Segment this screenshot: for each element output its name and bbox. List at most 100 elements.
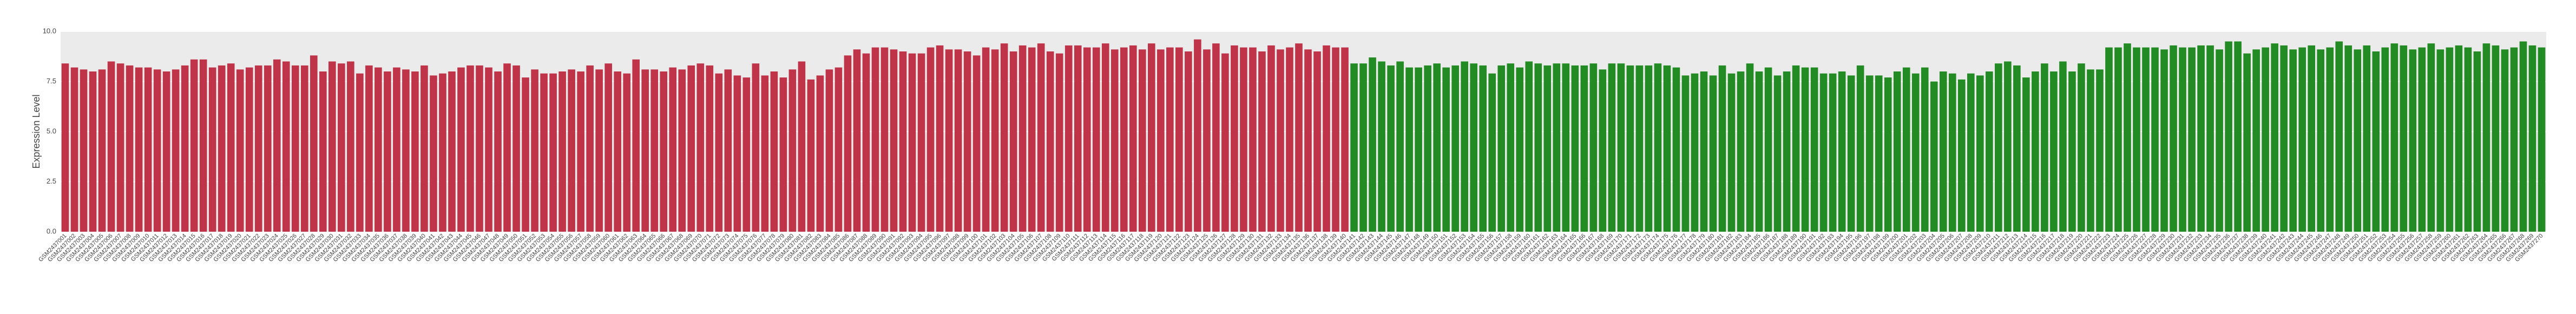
bar [1295, 43, 1303, 232]
bar [1424, 65, 1431, 232]
bar [678, 69, 686, 232]
bar [1110, 49, 1119, 232]
bar [107, 61, 115, 232]
bar [190, 59, 198, 232]
bar [1691, 73, 1699, 232]
bar [172, 69, 180, 232]
bar [2400, 45, 2408, 232]
bar [558, 71, 566, 232]
bar [531, 69, 538, 232]
bar [1911, 73, 1920, 232]
bar [1516, 67, 1524, 232]
bar [1801, 67, 1809, 232]
bar [365, 65, 373, 232]
bar [466, 65, 474, 232]
bar [779, 77, 787, 232]
bar [1672, 67, 1680, 232]
bar [2013, 65, 2021, 232]
bar [1046, 51, 1054, 232]
bar [2087, 69, 2094, 232]
bar [411, 71, 419, 232]
bar [264, 65, 272, 232]
bar [1829, 73, 1837, 232]
bar [2252, 49, 2260, 232]
bar [1479, 65, 1487, 232]
bar [1101, 43, 1109, 232]
bar [788, 69, 797, 232]
bar [880, 47, 889, 232]
bar [1185, 51, 1192, 232]
bar [2114, 47, 2122, 232]
bar [1028, 47, 1036, 232]
bar [80, 69, 88, 232]
bar [982, 47, 990, 232]
bar [338, 63, 345, 232]
bar [724, 69, 732, 232]
bar [1341, 47, 1349, 232]
bar [1995, 63, 2002, 232]
bar [1249, 47, 1257, 232]
bar [1157, 49, 1165, 232]
bar [2216, 49, 2223, 232]
bar [2262, 47, 2269, 232]
bar [1792, 65, 1800, 232]
bar [2133, 47, 2140, 232]
bar [2473, 51, 2481, 232]
bar [503, 63, 511, 232]
bar [816, 75, 824, 232]
bar [2188, 47, 2196, 232]
bar [2124, 43, 2131, 232]
y-tick-label: 2.5 [47, 177, 56, 185]
bar [1571, 65, 1579, 232]
bar [485, 67, 492, 232]
bar [70, 67, 78, 232]
bar [393, 67, 400, 232]
bar [2363, 45, 2371, 232]
bar [2335, 41, 2343, 232]
bar [1212, 43, 1220, 232]
bar [2041, 63, 2048, 232]
bar [1543, 65, 1552, 232]
bar [1819, 73, 1828, 232]
bar [2390, 43, 2398, 232]
bar [604, 63, 612, 232]
bar [476, 65, 483, 232]
bar [1939, 71, 1947, 232]
bar [1258, 51, 1266, 232]
bar [1534, 63, 1542, 232]
bar [899, 51, 907, 232]
bar [1746, 63, 1754, 232]
bar [2078, 63, 2085, 232]
bar [1635, 65, 1644, 232]
bar [2446, 47, 2454, 232]
bar [319, 71, 327, 232]
bar [1902, 67, 1910, 232]
bar [1884, 77, 1892, 232]
bar [798, 61, 806, 232]
bar [2538, 47, 2546, 232]
bar [126, 65, 134, 232]
bar [448, 71, 456, 232]
bar [1313, 51, 1321, 232]
bar [1488, 73, 1496, 232]
bar [2243, 53, 2251, 232]
bar [1055, 53, 1063, 232]
bar [1773, 75, 1782, 232]
bar [871, 47, 879, 232]
bar [2179, 47, 2186, 232]
bar [2151, 47, 2159, 232]
bar [669, 67, 677, 232]
bar [1461, 61, 1468, 232]
bar [1507, 63, 1515, 232]
bar [2105, 47, 2113, 232]
bar [2308, 45, 2316, 232]
bar [1608, 63, 1616, 232]
bar [1120, 47, 1128, 232]
bar [227, 63, 235, 232]
bar [2354, 49, 2362, 232]
bar [1221, 53, 1229, 232]
bar [1727, 73, 1736, 232]
bar [1580, 65, 1588, 232]
bar [1764, 67, 1772, 232]
bar [1681, 75, 1690, 232]
